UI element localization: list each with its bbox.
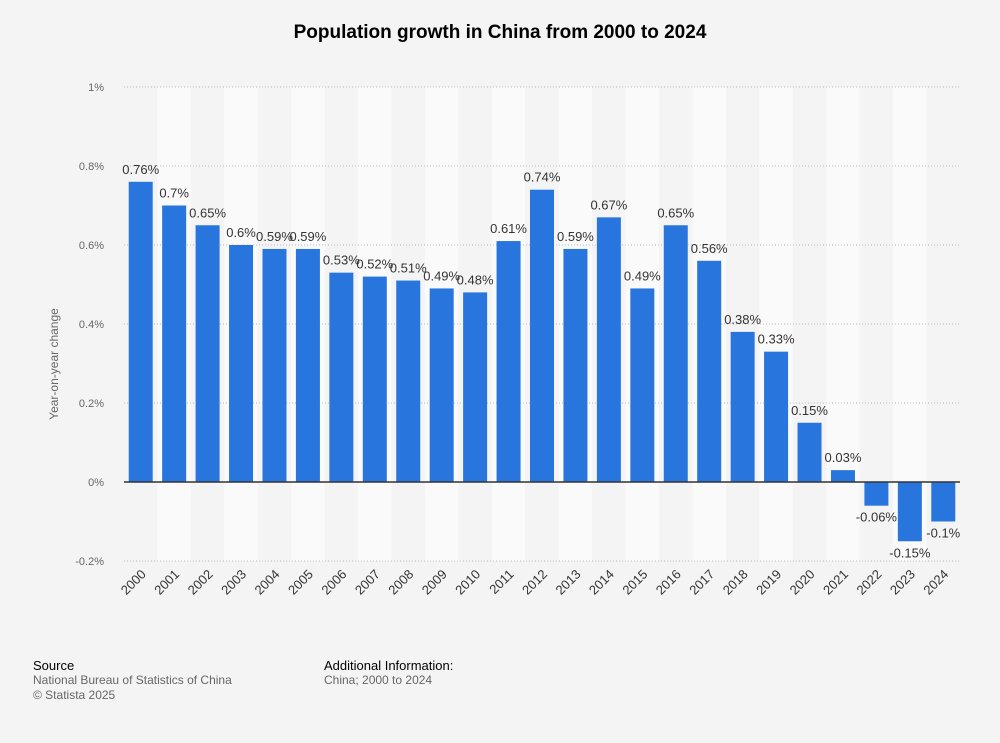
bar-2005: [295, 248, 320, 482]
y-tick-label: 0.6%: [79, 240, 104, 252]
data-label: 0.61%: [490, 221, 527, 236]
info-line: China; 2000 to 2024: [324, 673, 433, 687]
x-tick-label: 2016: [653, 567, 684, 598]
y-tick-label: 0%: [88, 477, 104, 489]
x-tick-label: 2017: [686, 567, 717, 598]
data-label: 0.65%: [189, 205, 226, 220]
data-label: 0.03%: [825, 450, 862, 465]
x-tick-label: 2005: [285, 567, 316, 598]
x-tick-label: 2019: [753, 567, 784, 598]
x-tick-label: 2023: [887, 567, 918, 598]
additional-info-block: Additional Information: China; 2000 to 2…: [324, 658, 453, 688]
bar-2010: [463, 292, 488, 482]
bar-2021: [830, 470, 855, 482]
bar-2001: [162, 205, 187, 482]
x-tick-label: 2001: [151, 567, 182, 598]
x-tick-label: 2020: [787, 567, 818, 598]
data-label: 0.76%: [122, 162, 159, 177]
column-band: [792, 87, 827, 561]
data-label: 0.59%: [256, 229, 293, 244]
data-label: -0.06%: [856, 510, 898, 525]
data-label: 0.33%: [758, 332, 795, 347]
bar-2008: [396, 280, 421, 482]
bar-2011: [496, 241, 521, 482]
data-label: 0.67%: [590, 197, 627, 212]
bar-2002: [195, 225, 220, 482]
y-tick-label: -0.2%: [75, 556, 104, 568]
data-label: 0.59%: [557, 229, 594, 244]
data-label: 0.65%: [657, 205, 694, 220]
x-tick-label: 2024: [920, 567, 951, 598]
data-label: 0.15%: [791, 403, 828, 418]
x-tick-label: 2018: [720, 567, 751, 598]
data-label: 0.38%: [724, 312, 761, 327]
data-label: -0.1%: [926, 526, 960, 541]
x-tick-label: 2021: [820, 567, 851, 598]
bar-2020: [797, 422, 822, 482]
bar-2022: [864, 482, 889, 506]
bar-2015: [630, 288, 655, 482]
x-tick-label: 2022: [853, 567, 884, 598]
x-tick-label: 2010: [452, 567, 483, 598]
data-label: 0.7%: [159, 186, 189, 201]
bar-2017: [697, 260, 722, 482]
bar-2004: [262, 248, 287, 482]
bar-2013: [563, 248, 588, 482]
data-label: 0.6%: [226, 225, 256, 240]
y-axis-title: Year-on-year change: [47, 308, 61, 420]
data-label: 0.51%: [390, 261, 427, 276]
source-block: Source National Bureau of Statistics of …: [33, 658, 232, 703]
x-tick-label: 2014: [586, 567, 617, 598]
x-tick-label: 2003: [218, 567, 249, 598]
source-line: National Bureau of Statistics of China: [33, 673, 232, 687]
bar-2016: [663, 225, 688, 482]
copyright-line: © Statista 2025: [33, 688, 116, 702]
x-tick-label: 2015: [619, 567, 650, 598]
source-heading: Source: [33, 658, 75, 673]
x-tick-label: 2007: [352, 567, 383, 598]
data-label: 0.53%: [323, 253, 360, 268]
bar-2009: [429, 288, 454, 482]
bar-2012: [530, 189, 554, 482]
data-label: 0.48%: [457, 272, 494, 287]
bar-2003: [229, 245, 254, 482]
bar-2019: [764, 351, 789, 482]
x-tick-label: 2006: [318, 567, 349, 598]
x-tick-label: 2013: [553, 567, 584, 598]
info-heading: Additional Information:: [324, 658, 454, 673]
bar-2024: [931, 482, 956, 522]
data-label: 0.74%: [524, 170, 561, 185]
bar-2007: [362, 276, 387, 482]
data-label: 0.49%: [624, 268, 661, 283]
data-label: 0.52%: [356, 257, 393, 272]
chart-title: Population growth in China from 2000 to …: [293, 22, 707, 43]
x-tick-label: 2011: [486, 567, 516, 597]
data-label: -0.15%: [889, 545, 931, 560]
bar-2000: [128, 181, 153, 483]
y-tick-label: 1%: [88, 82, 104, 94]
column-band: [826, 87, 860, 561]
bar-2018: [730, 331, 755, 482]
y-tick-label: 0.4%: [79, 319, 104, 331]
x-tick-label: 2012: [519, 567, 550, 598]
x-tick-label: 2009: [419, 567, 450, 598]
data-label: 0.59%: [289, 229, 326, 244]
bar-2023: [897, 482, 922, 542]
data-label: 0.56%: [691, 241, 728, 256]
y-tick-label: 0.2%: [79, 398, 104, 410]
bar-2006: [329, 272, 354, 482]
x-tick-label: 2002: [185, 567, 216, 598]
x-tick-label: 2004: [252, 567, 283, 598]
bar-2014: [596, 217, 621, 482]
x-tick-label: 2008: [385, 567, 416, 598]
y-tick-label: 0.8%: [79, 161, 104, 173]
x-tick-label: 2000: [118, 567, 149, 598]
data-label: 0.49%: [423, 268, 460, 283]
